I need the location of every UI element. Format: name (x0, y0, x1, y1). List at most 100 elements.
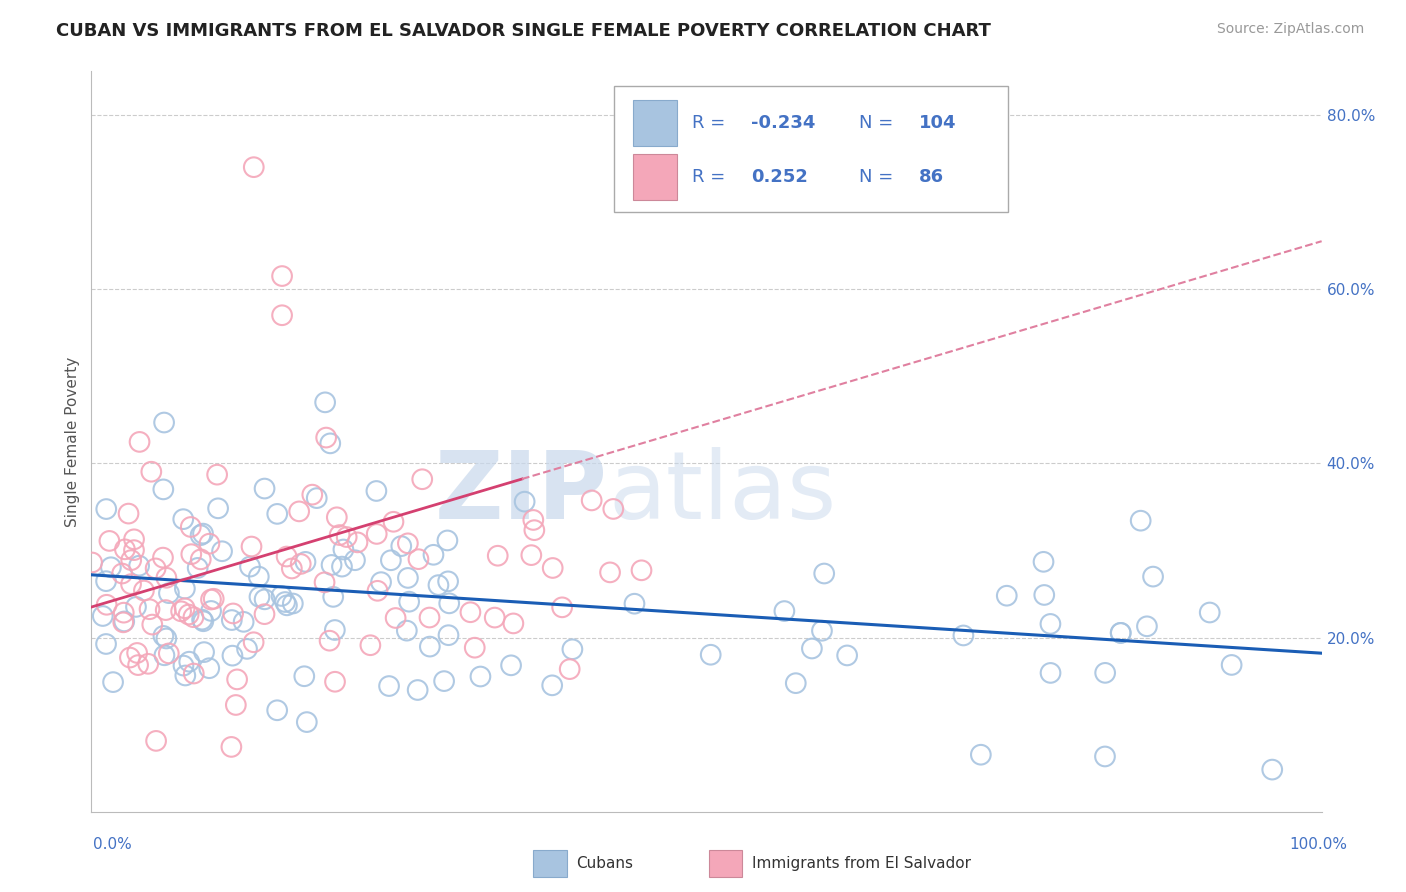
Point (785, 676, 807, 690)
Point (183, 666, 205, 681)
Point (172, 512, 194, 526)
Point (995, 589, 1018, 603)
Point (437, 628, 460, 642)
Point (157, 647, 180, 661)
Text: Cubans: Cubans (576, 856, 634, 871)
Point (271, 308, 294, 322)
Point (359, 638, 381, 652)
Point (226, 673, 249, 687)
Point (323, 674, 346, 689)
Point (253, 482, 276, 496)
Point (155, 632, 177, 646)
Point (1142, 569, 1164, 583)
Point (346, 535, 368, 549)
Point (190, 528, 212, 542)
Point (370, 575, 392, 590)
Point (305, 491, 328, 505)
Point (1109, 626, 1132, 640)
Text: 86: 86 (920, 169, 945, 186)
Point (800, 641, 823, 656)
Point (193, 614, 215, 628)
Point (191, 526, 214, 541)
Point (94, 574, 117, 589)
Point (221, 613, 243, 627)
Point (91, 609, 114, 624)
Point (205, 467, 228, 482)
Point (128, 434, 150, 449)
Point (112, 615, 135, 629)
Point (581, 493, 603, 508)
Point (232, 615, 254, 629)
Y-axis label: Single Female Poverty: Single Female Poverty (65, 357, 80, 526)
Point (98, 533, 121, 548)
Point (499, 658, 522, 673)
Point (111, 566, 134, 581)
Point (558, 662, 581, 676)
Text: 0.252: 0.252 (751, 169, 807, 186)
Point (411, 472, 433, 486)
Text: 100.0%: 100.0% (1289, 838, 1347, 852)
Point (281, 597, 304, 611)
FancyBboxPatch shape (614, 87, 1008, 212)
Point (396, 571, 419, 585)
Point (699, 648, 721, 662)
Point (321, 558, 343, 572)
Text: Immigrants from El Salvador: Immigrants from El Salvador (752, 856, 972, 871)
Point (380, 553, 402, 567)
Point (367, 583, 389, 598)
Point (190, 552, 212, 566)
Point (180, 520, 202, 534)
Point (811, 624, 834, 638)
Point (242, 160, 264, 174)
Text: -0.234: -0.234 (751, 114, 815, 132)
FancyBboxPatch shape (633, 154, 676, 200)
Point (522, 513, 544, 527)
Point (433, 674, 456, 689)
Point (329, 528, 352, 542)
Point (460, 605, 482, 619)
Point (366, 483, 388, 498)
Point (96, 502, 118, 516)
Point (221, 648, 243, 663)
Point (1109, 625, 1132, 640)
Point (437, 574, 460, 589)
Point (200, 592, 222, 607)
Point (118, 650, 141, 665)
Point (112, 615, 135, 630)
Point (141, 465, 163, 479)
Point (120, 577, 142, 591)
Point (145, 561, 167, 575)
Point (96, 598, 118, 612)
Point (290, 557, 312, 571)
Point (198, 537, 221, 551)
Point (513, 494, 536, 508)
Point (292, 669, 315, 683)
Point (396, 536, 419, 550)
Point (183, 610, 205, 624)
Point (295, 715, 318, 730)
Point (153, 648, 176, 663)
Point (187, 561, 209, 575)
Point (422, 548, 444, 562)
Point (132, 583, 155, 598)
Point (1129, 514, 1152, 528)
Point (276, 599, 298, 613)
Point (326, 510, 349, 524)
Point (1032, 555, 1054, 569)
Point (266, 507, 288, 521)
Point (122, 543, 145, 558)
Point (253, 592, 276, 607)
Point (419, 640, 441, 654)
Point (464, 640, 486, 655)
Point (80, 556, 103, 570)
Point (484, 610, 506, 624)
Point (773, 604, 796, 618)
Point (173, 582, 195, 596)
Point (294, 555, 316, 569)
Point (336, 530, 359, 544)
Point (436, 533, 458, 548)
Point (155, 603, 177, 617)
Point (127, 658, 149, 673)
Point (561, 642, 583, 657)
Point (623, 597, 645, 611)
